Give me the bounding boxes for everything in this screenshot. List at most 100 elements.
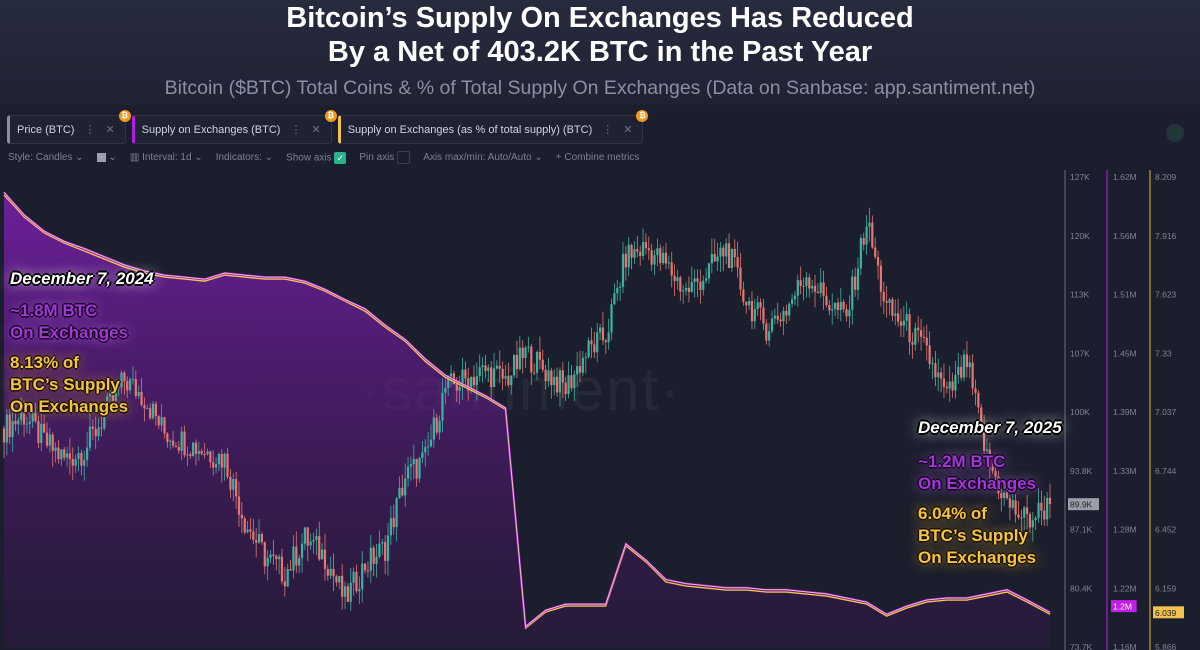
candle-body <box>811 285 814 289</box>
candle-body <box>329 568 332 576</box>
more-options-icon[interactable]: ⋮ <box>84 124 96 136</box>
candle <box>527 336 530 353</box>
candle-body <box>894 313 897 316</box>
color-dropdown[interactable]: ⌄ <box>96 152 117 163</box>
candle-body <box>34 413 37 422</box>
candle <box>100 412 103 437</box>
candle-body <box>584 356 587 358</box>
candle-body <box>960 366 963 378</box>
candle-body <box>57 447 60 460</box>
tab-supply-on-exchanges-pct[interactable]: Supply on Exchanges (as % of total suppl… <box>337 110 649 144</box>
candle-body <box>885 301 888 303</box>
candle-body <box>722 247 725 257</box>
status-indicator-icon[interactable] <box>1166 124 1184 142</box>
candle-body <box>948 381 951 389</box>
candle <box>31 406 34 429</box>
price-tick-label: 127K <box>1070 172 1090 182</box>
candle-body <box>713 253 716 262</box>
candle <box>687 276 691 303</box>
candle <box>189 451 192 459</box>
candle <box>1031 512 1034 542</box>
candle-body <box>177 447 180 451</box>
candle-body <box>240 514 243 519</box>
candle <box>656 238 659 267</box>
candle <box>934 351 937 387</box>
close-icon[interactable]: ✕ <box>105 124 115 136</box>
candle-body <box>862 238 865 245</box>
candle-body <box>1048 497 1052 505</box>
candle-body <box>300 543 304 559</box>
candle <box>174 441 178 448</box>
candle-body <box>114 387 117 401</box>
candle <box>349 567 352 611</box>
candle <box>667 256 670 269</box>
candle-body <box>280 556 284 582</box>
checkbox-checked-icon[interactable]: ✓ <box>334 151 347 164</box>
combine-metrics-button[interactable]: + Combine metrics <box>556 152 640 163</box>
annotation-start-btc-2: On Exchanges <box>10 323 129 342</box>
candle <box>298 554 301 573</box>
axis-minmax-dropdown[interactable]: Axis max/min: Auto/Auto ⌄ <box>423 152 543 163</box>
candle <box>134 370 137 399</box>
candle <box>670 251 673 288</box>
candle <box>252 519 255 545</box>
candle <box>779 312 782 327</box>
candle <box>406 457 410 487</box>
candle-body <box>180 431 183 451</box>
tab-price[interactable]: Price (BTC) ⋮ ✕ ₿ <box>7 110 131 144</box>
candle <box>1000 486 1003 512</box>
pin-axis-toggle[interactable]: Pin axis <box>359 151 411 164</box>
interval-dropdown[interactable]: ▥ Interval: 1d ⌄ <box>129 152 203 163</box>
candle-body <box>813 285 817 292</box>
candle-body <box>1023 507 1026 518</box>
annotation-start-btc-1: ~1.8M BTC <box>10 301 98 320</box>
annotation-end-btc-1: ~1.2M BTC <box>918 452 1006 471</box>
candle-body <box>805 277 808 287</box>
candle-body <box>17 420 20 425</box>
candle-body <box>88 426 92 448</box>
candle-body <box>553 376 556 386</box>
style-dropdown[interactable]: Style: Candles ⌄ <box>8 152 84 163</box>
tab-supply-on-exchanges[interactable]: Supply on Exchanges (BTC) ⋮ ✕ ₿ <box>131 110 337 144</box>
candle-body <box>472 376 476 386</box>
price-tick-label: 107K <box>1070 348 1090 358</box>
show-axis-toggle[interactable]: Show axis ✓ <box>286 151 347 164</box>
candle-body <box>561 370 564 383</box>
candle-body <box>541 359 544 370</box>
candle-body <box>412 458 415 465</box>
candle <box>679 275 682 301</box>
candle-body <box>790 299 794 304</box>
candle <box>699 269 702 304</box>
checkbox-unchecked-icon[interactable] <box>397 151 411 164</box>
candle <box>561 361 564 398</box>
candle <box>137 385 140 399</box>
more-options-icon[interactable]: ⋮ <box>290 124 302 136</box>
candle <box>604 338 607 354</box>
close-icon[interactable]: ✕ <box>623 124 633 136</box>
candle <box>750 291 754 330</box>
candle <box>914 322 917 351</box>
candle-body <box>389 518 392 536</box>
candle-body <box>194 442 198 454</box>
annotation-end-pct-2: BTC’s Supply <box>918 526 1028 545</box>
candle <box>570 365 573 392</box>
candle-body <box>779 319 782 322</box>
candle-body <box>1020 517 1023 519</box>
indicators-dropdown[interactable]: Indicators: ⌄ <box>215 152 274 163</box>
candle-body <box>120 372 123 388</box>
more-options-icon[interactable]: ⋮ <box>602 124 614 136</box>
candle <box>951 372 954 398</box>
candle-body <box>656 248 659 256</box>
candle-body <box>816 291 819 294</box>
close-icon[interactable]: ✕ <box>311 124 321 136</box>
candle-body <box>214 464 218 468</box>
candle-body <box>128 379 132 391</box>
candle-body <box>567 375 570 395</box>
annotation-end-pct-1: 6.04% of <box>918 504 987 523</box>
candle-body <box>272 554 275 556</box>
candle-body <box>653 255 656 265</box>
candle <box>2 425 6 459</box>
candle-body <box>306 527 309 546</box>
candle-body <box>28 421 31 424</box>
